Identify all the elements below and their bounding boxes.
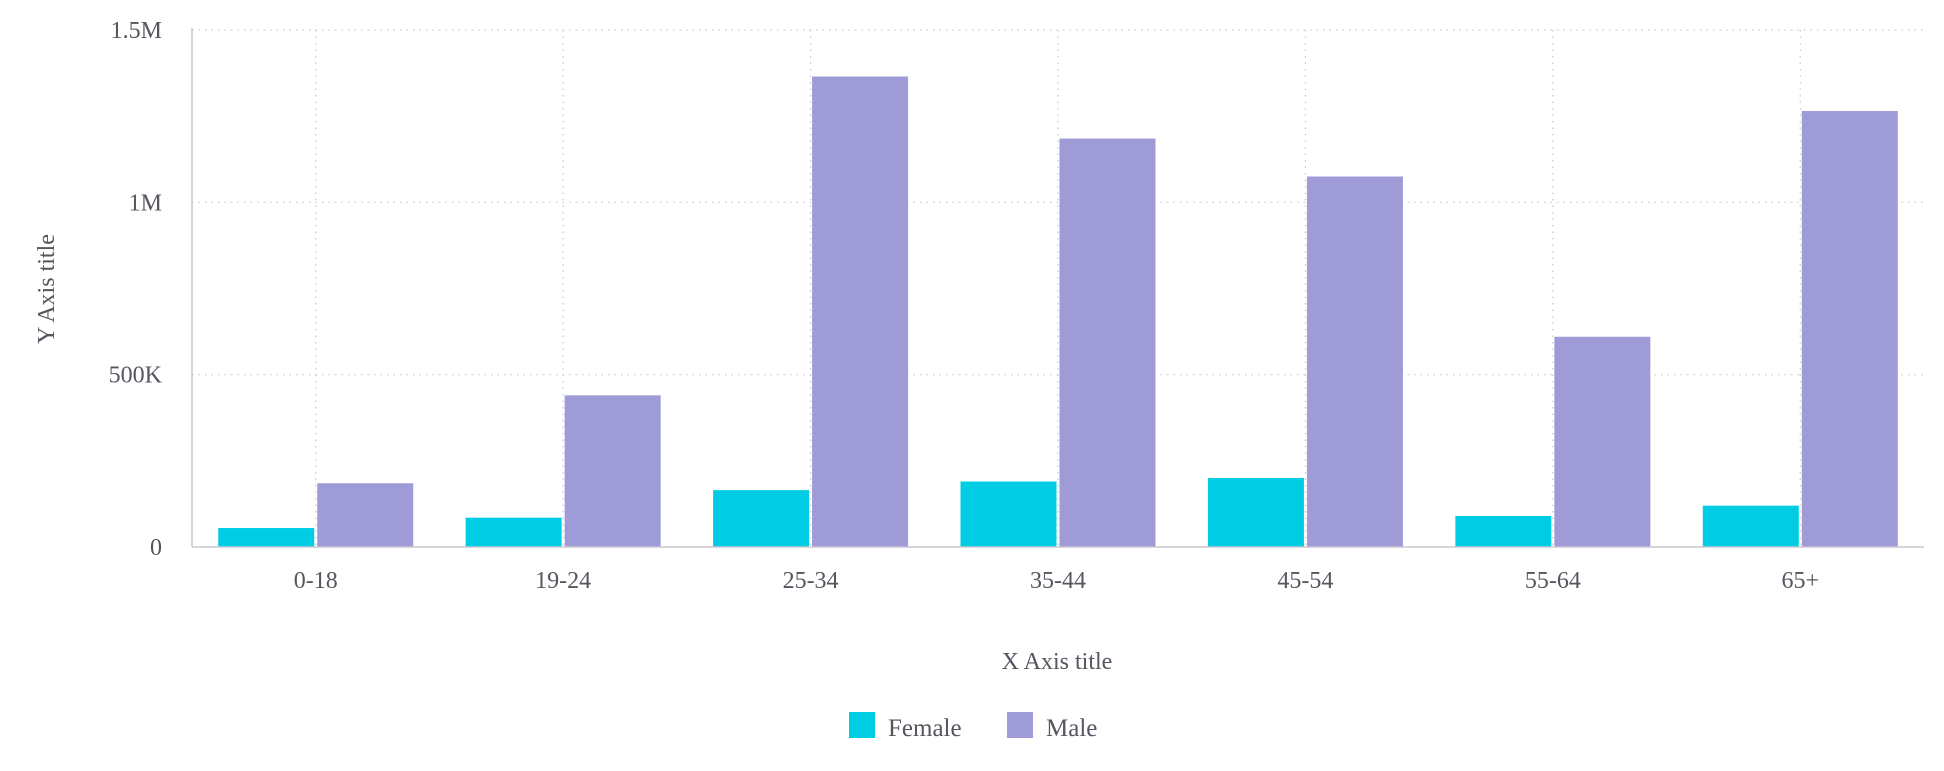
legend-item-male[interactable]: Male <box>1007 712 1097 742</box>
x-tick-label: 35-44 <box>1030 568 1086 594</box>
y-tick-label: 1.5M <box>111 18 162 44</box>
axes <box>191 28 1924 548</box>
x-tick-label: 19-24 <box>535 568 591 594</box>
bar-female-35-44[interactable] <box>960 481 1057 547</box>
bar-female-65+[interactable] <box>1702 505 1799 547</box>
x-tick-label: 0-18 <box>294 568 338 594</box>
bar-female-19-24[interactable] <box>465 517 562 547</box>
x-tick-label: 45-54 <box>1277 568 1333 594</box>
x-tick-label: 25-34 <box>783 568 839 594</box>
x-tick-label: 55-64 <box>1525 568 1581 594</box>
legend-swatch <box>849 712 875 738</box>
legend-item-female[interactable]: Female <box>849 712 962 742</box>
legend-label: Female <box>888 715 962 742</box>
bars <box>218 76 1898 547</box>
bar-female-25-34[interactable] <box>713 490 810 547</box>
bar-male-45-54[interactable] <box>1306 176 1403 547</box>
legend[interactable]: Female Male <box>849 712 1097 742</box>
bar-male-35-44[interactable] <box>1059 138 1156 547</box>
bar-male-0-18[interactable] <box>317 483 414 547</box>
bar-male-19-24[interactable] <box>564 395 661 547</box>
legend-label: Male <box>1046 715 1097 742</box>
bar-female-55-64[interactable] <box>1455 515 1552 547</box>
y-tick-label: 500K <box>109 363 163 389</box>
grid <box>192 29 1924 547</box>
bar-female-45-54[interactable] <box>1207 478 1304 547</box>
y-tick-label: 1M <box>129 190 162 216</box>
bar-male-25-34[interactable] <box>812 76 909 547</box>
y-tick-label: 0 <box>150 535 162 561</box>
y-tick-labels: 0 500K 1M 1.5M <box>109 18 163 561</box>
bar-female-0-18[interactable] <box>218 528 315 547</box>
x-tick-label: 65+ <box>1782 568 1820 594</box>
legend-swatch <box>1007 712 1033 738</box>
x-tick-labels: 0-18 19-24 25-34 35-44 45-54 55-64 65+ <box>294 568 1819 594</box>
bar-male-65+[interactable] <box>1801 110 1898 547</box>
bar-male-55-64[interactable] <box>1554 336 1651 547</box>
y-axis-title: Y Axis title <box>34 234 60 344</box>
x-axis-title: X Axis title <box>1002 649 1113 675</box>
